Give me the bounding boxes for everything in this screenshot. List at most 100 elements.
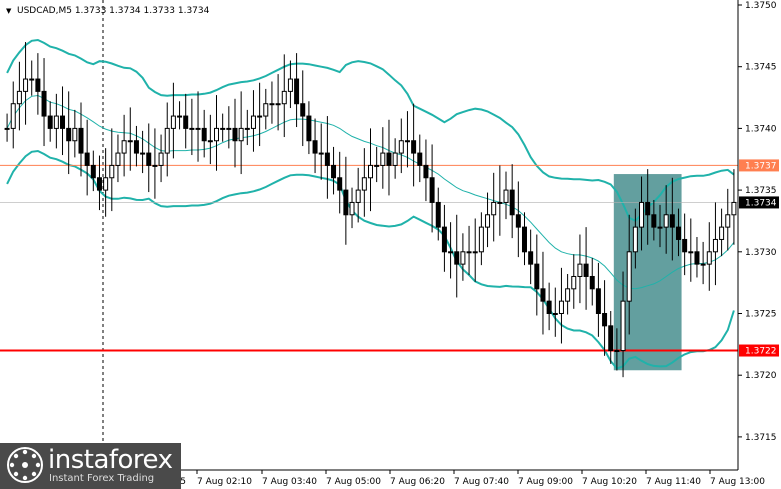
candle [423, 139, 429, 202]
price-tick-label: 1.3740 [745, 124, 777, 134]
candle [146, 123, 152, 193]
candle-body-bull [170, 115, 176, 129]
candle [515, 181, 521, 258]
candle-body-bear [337, 177, 343, 191]
candle [521, 212, 527, 266]
candle [725, 188, 731, 251]
candle-body-bull [485, 214, 491, 228]
candle-body-bull [318, 152, 324, 155]
upper-band-line [6, 38, 735, 223]
level-badge-label: 1.3722 [745, 347, 777, 357]
candle-body-bull [558, 300, 564, 315]
candle [41, 58, 47, 147]
candle [10, 81, 16, 149]
candle-body-bull [140, 152, 146, 155]
candle-body-bear [694, 251, 700, 265]
brand-name: instaforex [48, 445, 173, 475]
candle [429, 144, 435, 233]
candle [626, 214, 632, 335]
candle [454, 214, 460, 298]
candle-body-bull [115, 152, 121, 166]
candle-body-bull [275, 103, 281, 106]
candle [306, 101, 312, 155]
candle [706, 222, 712, 291]
candle [47, 101, 53, 142]
candle [207, 114, 213, 165]
brand-logo: instaforex Instant Forex Trading [0, 443, 181, 489]
candle [152, 128, 158, 199]
candle-body-bear [201, 127, 207, 142]
candle [602, 280, 608, 356]
candle-body-bear [509, 189, 515, 216]
candle-body-bear [343, 189, 349, 216]
candle [441, 204, 447, 272]
candle-body-bear [324, 152, 330, 166]
candle [509, 164, 515, 239]
candle-body-bull [109, 164, 115, 179]
lower-band-line [6, 149, 735, 370]
candle [558, 267, 564, 344]
candle [244, 109, 250, 146]
level-badge-label: 1.3737 [745, 161, 777, 171]
candle [331, 146, 337, 195]
candle-body-bear [60, 115, 66, 129]
candle-body-bull [706, 251, 712, 265]
candle [552, 287, 558, 337]
candle-body-bull [663, 214, 669, 228]
candle [324, 116, 330, 199]
candle-body-bull [404, 140, 410, 143]
candle-body-bull [361, 177, 367, 191]
candle [53, 93, 59, 149]
candle [694, 236, 700, 278]
candle [398, 118, 404, 174]
candle [4, 113, 10, 142]
candle-body-bull [287, 78, 293, 92]
candle [651, 199, 657, 241]
candle-body-bear [435, 201, 441, 228]
candle-body-bear [232, 127, 238, 142]
candle [275, 74, 281, 131]
price-tick-label: 1.3720 [745, 371, 777, 381]
candle-body-bear [294, 78, 300, 105]
candle [595, 262, 601, 337]
candle [337, 151, 343, 214]
candle [411, 103, 417, 187]
candle-body-bull [719, 226, 725, 240]
candle-body-bull [491, 201, 497, 216]
candle-body-bull [10, 103, 16, 129]
candle-body-bull [238, 127, 244, 142]
candle-body-bull [448, 251, 454, 254]
candle-body-bear [454, 251, 460, 265]
time-tick-label: 7 Aug 09:00 [518, 477, 573, 487]
candle-body-bear [417, 152, 423, 166]
candle [103, 148, 109, 217]
candle-body-bull [620, 300, 626, 352]
candle-body-bull [398, 140, 404, 154]
brand-tagline: Instant Forex Trading [49, 473, 155, 484]
candle-body-bull [577, 263, 583, 277]
candle-body-bear [540, 288, 546, 302]
candle [565, 274, 571, 315]
candle [158, 134, 164, 183]
candle [386, 119, 392, 196]
candle [417, 134, 423, 183]
candle-body-bear [441, 226, 447, 253]
candle-body-bull [349, 201, 355, 216]
candle [35, 53, 41, 115]
candle [214, 95, 220, 171]
candle-body-bull [472, 251, 478, 254]
candle-body-bull [368, 164, 373, 179]
price-tick-label: 1.3745 [745, 63, 777, 73]
candle-body-bull [158, 152, 164, 166]
candle [78, 102, 84, 177]
price-tick-label: 1.3725 [745, 310, 777, 320]
candle [96, 155, 102, 211]
candle-body-bear [312, 140, 318, 154]
candle [232, 98, 238, 168]
candle [250, 90, 256, 152]
candle [164, 102, 170, 177]
candle-body-bear [583, 263, 589, 277]
candle-body-bull [478, 226, 484, 253]
candle-body-bear [528, 251, 534, 265]
